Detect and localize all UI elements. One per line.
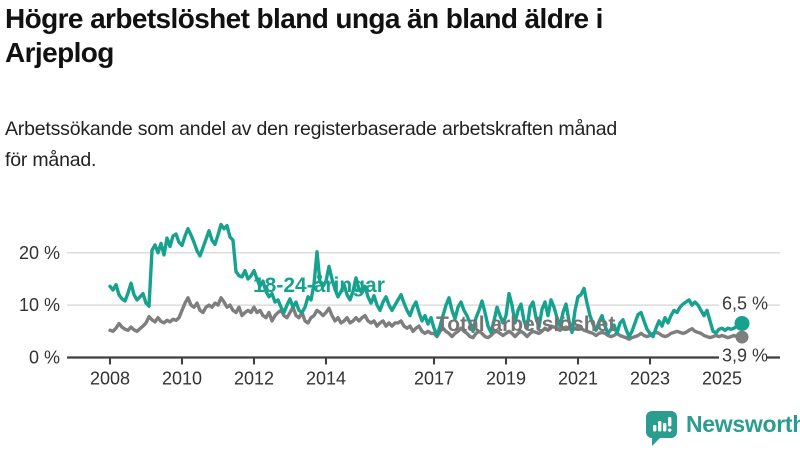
series-label-total: Total arbetslöshet xyxy=(436,313,615,336)
youth-series-line xyxy=(108,222,742,339)
bar-large xyxy=(663,423,667,432)
chart-subtitle-line-1: Arbetssökande som andel av den registerb… xyxy=(5,118,618,140)
chart-subtitle-line-2: för månad. xyxy=(5,148,97,171)
x-axis-label: 2014 xyxy=(306,369,346,389)
x-axis-label: 2021 xyxy=(558,369,598,389)
exclamation-dot xyxy=(668,428,672,432)
end-value-label-youth: 6,5 % xyxy=(722,294,768,314)
end-value-label-total: 3,9 % xyxy=(722,346,768,366)
label-backdrop xyxy=(719,294,767,313)
y-axis-label: 20 % xyxy=(19,243,60,263)
exclamation-stem xyxy=(668,417,672,427)
bar-medium xyxy=(658,421,662,432)
x-axis-label: 2010 xyxy=(162,369,202,389)
x-axis-label: 2017 xyxy=(414,369,454,389)
x-axis-label: 2019 xyxy=(486,369,526,389)
page-title: Högre arbetslöshet bland unga än bland ä… xyxy=(5,2,789,70)
speech-bubble-shape xyxy=(646,411,677,446)
newsworthy-logo[interactable]: Newsworthy xyxy=(645,407,800,447)
page-title-line-2: Arjeplog xyxy=(5,36,114,68)
label-backdrop xyxy=(719,346,767,365)
chart-subtitle: Arbetssökande som andel av den registerb… xyxy=(5,114,789,176)
x-axis-label: 2025 xyxy=(702,369,742,389)
y-axis-label: 0 % xyxy=(29,348,60,368)
youth-end-dot xyxy=(734,315,750,331)
brand-name: Newsworthy xyxy=(686,410,800,437)
x-axis-label: 2012 xyxy=(234,369,274,389)
y-axis-label: 10 % xyxy=(19,295,60,315)
newsworthy-logo-icon xyxy=(646,411,677,446)
x-axis-label: 2023 xyxy=(630,369,670,389)
series-label-youth: 18-24-åringar xyxy=(253,274,385,297)
total-end-dot xyxy=(735,330,749,344)
x-axis-label: 2008 xyxy=(90,369,130,389)
page-title-line-1: Högre arbetslöshet bland unga än bland ä… xyxy=(5,3,603,34)
bar-small xyxy=(653,425,657,432)
total-series-line xyxy=(108,296,742,341)
